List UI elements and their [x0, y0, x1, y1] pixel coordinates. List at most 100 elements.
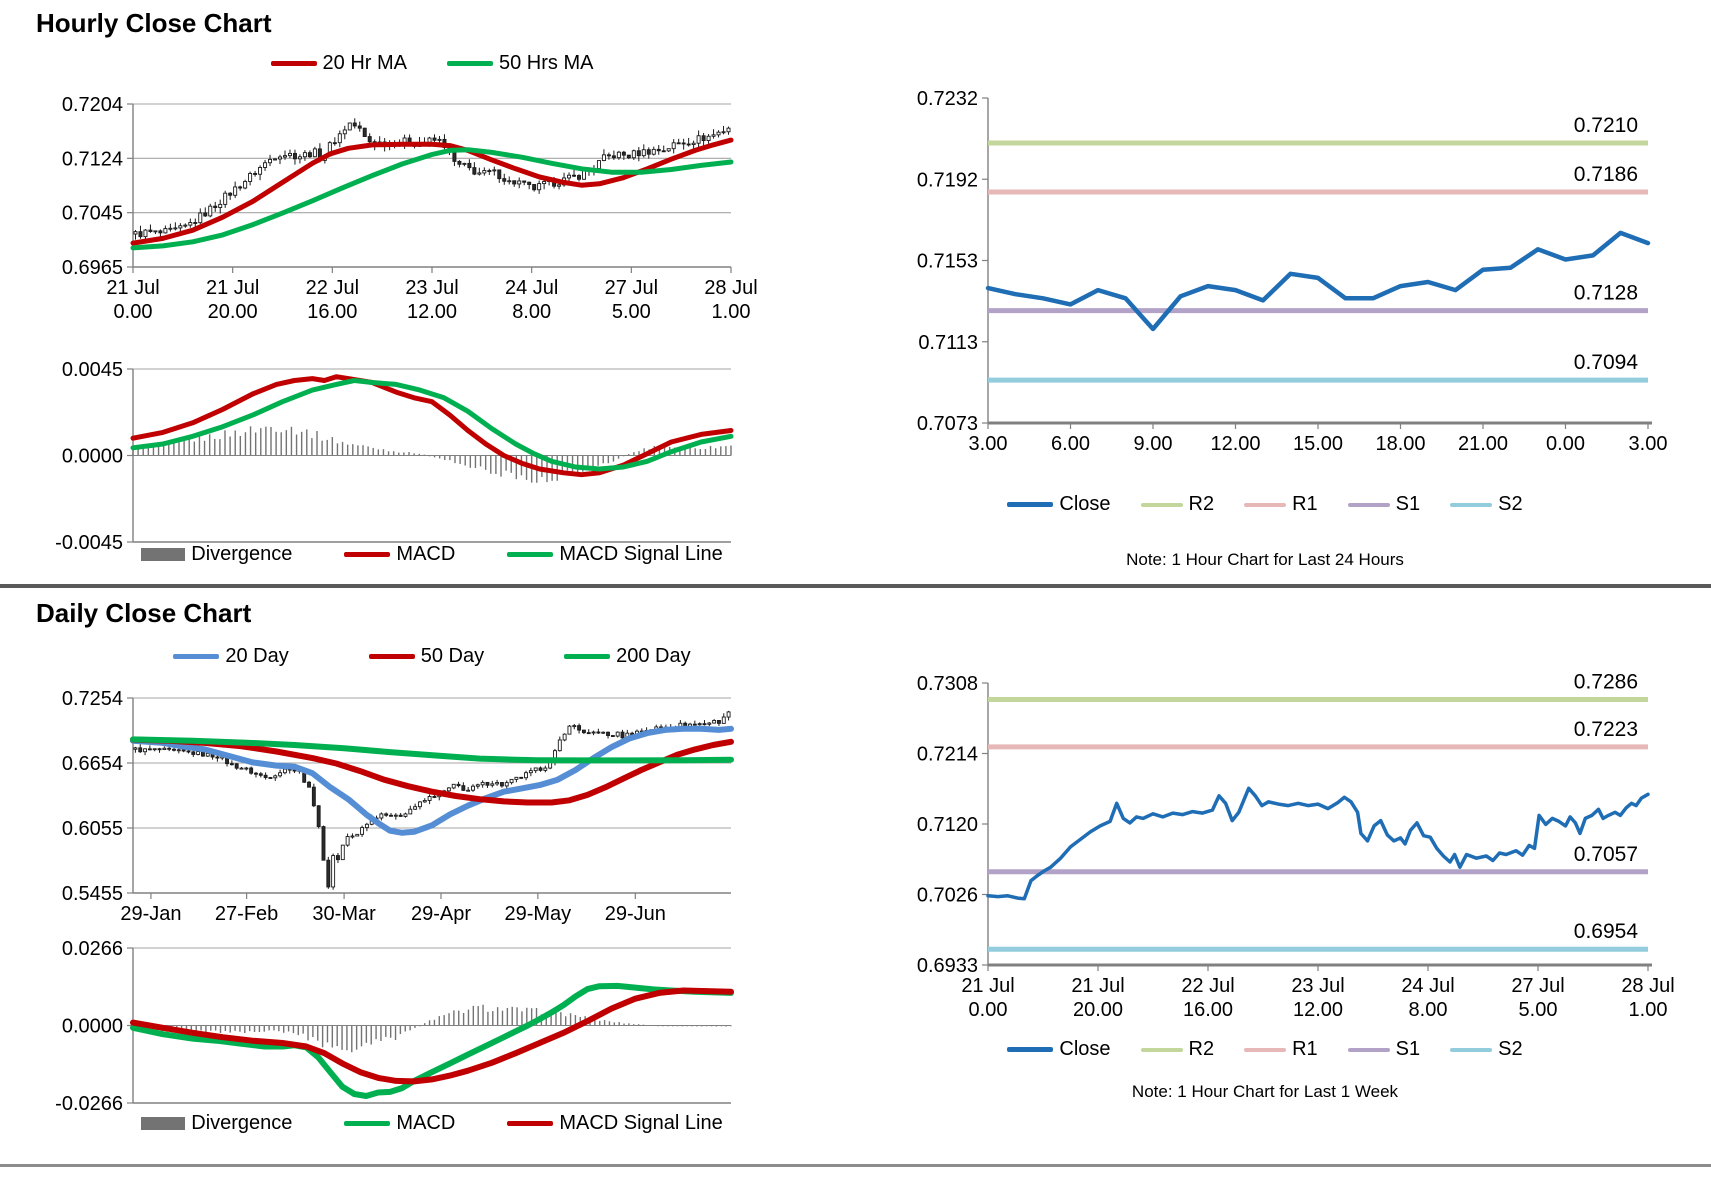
macd-line-swatch-daily: [344, 1121, 391, 1126]
svg-text:12.00: 12.00: [1210, 433, 1260, 455]
svg-text:0.00: 0.00: [1546, 433, 1585, 455]
close-line-swatch: [1007, 502, 1054, 507]
r1-label: R1: [1292, 493, 1318, 515]
svg-text:0.7186: 0.7186: [1574, 163, 1638, 186]
svg-text:18.00: 18.00: [1375, 433, 1425, 455]
hourly-sr-note: Note: 1 Hour Chart for Last 24 Hours: [1126, 550, 1404, 569]
svg-text:0.7286: 0.7286: [1574, 671, 1638, 694]
legend-item-close-week: Close: [1007, 1038, 1111, 1061]
section-divider: [0, 584, 1711, 588]
close-line-swatch-week: [1007, 1047, 1054, 1052]
200day-ma-line-swatch: [564, 654, 611, 659]
svg-text:27-Feb: 27-Feb: [215, 903, 278, 925]
legend-item-r1-week: R1: [1244, 1038, 1318, 1061]
s2-label: S2: [1498, 493, 1523, 515]
svg-text:21 Jul: 21 Jul: [206, 277, 259, 299]
svg-text:-0.0266: -0.0266: [55, 1093, 123, 1115]
50day-ma-label: 50 Day: [420, 645, 485, 667]
svg-text:0.6055: 0.6055: [62, 818, 123, 840]
svg-text:0.6654: 0.6654: [62, 753, 123, 775]
50hr-ma-line-swatch: [447, 61, 493, 66]
legend-item-macd: MACD: [344, 543, 455, 566]
svg-text:0.7153: 0.7153: [917, 251, 978, 273]
svg-text:8.00: 8.00: [1409, 999, 1448, 1021]
macd-signal-line-swatch-daily: [507, 1121, 554, 1126]
s1-line-swatch-week: [1347, 1047, 1390, 1052]
divergence-bar-swatch-daily: [141, 1117, 186, 1130]
svg-text:0.0000: 0.0000: [62, 1016, 123, 1038]
legend-item-200day-ma: 200 Day: [564, 645, 691, 668]
macd-line-swatch: [344, 552, 391, 557]
svg-text:22 Jul: 22 Jul: [1181, 975, 1234, 997]
svg-text:24 Jul: 24 Jul: [1401, 975, 1454, 997]
svg-text:27 Jul: 27 Jul: [1511, 975, 1564, 997]
svg-text:0.6965: 0.6965: [62, 257, 123, 279]
svg-text:21 Jul: 21 Jul: [106, 277, 159, 299]
svg-text:9.00: 9.00: [1134, 433, 1173, 455]
r1-label-week: R1: [1292, 1038, 1318, 1060]
legend-item-r1-24h: R1: [1244, 493, 1318, 516]
r2-line-swatch: [1140, 502, 1183, 507]
svg-text:0.7045: 0.7045: [62, 203, 123, 225]
legend-item-macd-daily: MACD: [344, 1112, 455, 1135]
weekly-sr-legend: Close R2 R1 S1 S2: [905, 1038, 1625, 1061]
svg-text:22 Jul: 22 Jul: [306, 277, 359, 299]
50day-ma-line-swatch: [368, 654, 415, 659]
svg-text:20.00: 20.00: [1073, 999, 1123, 1021]
svg-text:21 Jul: 21 Jul: [961, 975, 1014, 997]
svg-text:0.7128: 0.7128: [1574, 282, 1638, 305]
svg-text:5.00: 5.00: [1519, 999, 1558, 1021]
svg-text:24 Jul: 24 Jul: [505, 277, 558, 299]
svg-text:12.00: 12.00: [1293, 999, 1343, 1021]
hourly-macd-chart: 0.0045 0.0000 -0.0045: [55, 359, 734, 554]
daily-price-legend: 20 Day 50 Day 200 Day: [133, 645, 731, 668]
20day-ma-line-swatch: [173, 654, 220, 659]
legend-item-close-24h: Close: [1007, 493, 1111, 516]
svg-text:3.00: 3.00: [1629, 433, 1668, 455]
svg-text:21 Jul: 21 Jul: [1071, 975, 1124, 997]
close-label: Close: [1059, 493, 1111, 515]
svg-text:30-Mar: 30-Mar: [312, 903, 376, 925]
close-label-week: Close: [1059, 1038, 1111, 1060]
svg-text:0.7204: 0.7204: [62, 94, 123, 116]
svg-text:0.0045: 0.0045: [62, 359, 123, 381]
svg-text:0.7094: 0.7094: [1574, 351, 1639, 374]
legend-item-macd-signal-daily: MACD Signal Line: [507, 1112, 723, 1135]
r1-line-swatch-week: [1244, 1047, 1287, 1052]
s2-label-week: S2: [1498, 1038, 1523, 1060]
macd-signal-label: MACD Signal Line: [559, 543, 723, 565]
svg-text:0.7232: 0.7232: [917, 88, 978, 110]
svg-text:0.7120: 0.7120: [917, 814, 978, 836]
svg-text:28 Jul: 28 Jul: [704, 277, 757, 299]
20hr-ma-line-swatch: [270, 61, 317, 66]
svg-text:15.00: 15.00: [1293, 433, 1343, 455]
svg-text:6.00: 6.00: [1051, 433, 1090, 455]
weekly-sr-note: Note: 1 Hour Chart for Last 1 Week: [1131, 1082, 1399, 1101]
svg-text:29-Jun: 29-Jun: [605, 903, 666, 925]
legend-item-s2-week: S2: [1450, 1038, 1523, 1061]
svg-text:23 Jul: 23 Jul: [1291, 975, 1344, 997]
legend-item-20hr-ma: 20 Hr MA: [270, 52, 407, 75]
macd-signal-label-daily: MACD Signal Line: [559, 1112, 723, 1134]
svg-text:1.00: 1.00: [712, 301, 751, 323]
svg-text:0.7113: 0.7113: [918, 332, 978, 354]
svg-text:8.00: 8.00: [512, 301, 551, 323]
svg-text:29-May: 29-May: [504, 903, 571, 925]
svg-text:16.00: 16.00: [1183, 999, 1233, 1021]
svg-text:16.00: 16.00: [307, 301, 357, 323]
svg-text:12.00: 12.00: [407, 301, 457, 323]
s2-line-swatch: [1450, 502, 1493, 507]
svg-text:0.7254: 0.7254: [62, 688, 123, 710]
svg-text:0.6933: 0.6933: [917, 955, 978, 977]
legend-item-s1-week: S1: [1347, 1038, 1420, 1061]
svg-text:0.7057: 0.7057: [1574, 843, 1638, 866]
svg-text:0.00: 0.00: [114, 301, 153, 323]
svg-text:1.00: 1.00: [1629, 999, 1668, 1021]
s1-line-swatch: [1347, 502, 1390, 507]
s1-label: S1: [1395, 493, 1421, 515]
hourly-sr-legend: Close R2 R1 S1 S2: [905, 493, 1625, 516]
